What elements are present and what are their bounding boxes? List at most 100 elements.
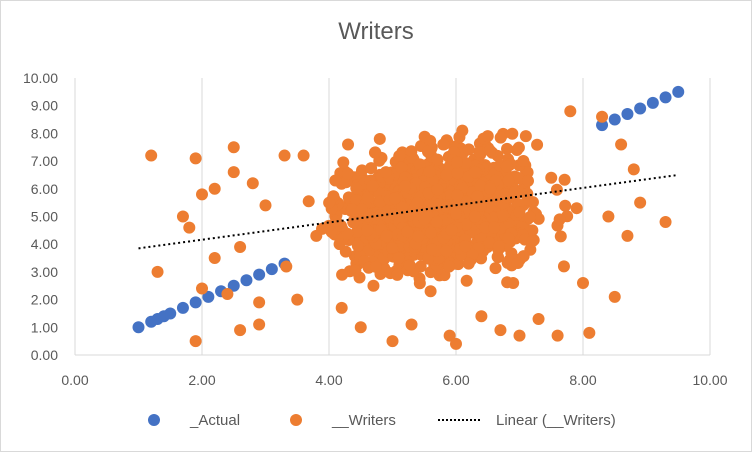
writers-point — [310, 229, 323, 242]
writers-point — [488, 221, 501, 234]
writers-point — [392, 252, 405, 265]
x-tick-label: 6.00 — [442, 372, 469, 388]
legend-label-actual: _Actual — [190, 411, 241, 429]
writers-point — [330, 214, 343, 227]
actual-point — [608, 113, 621, 126]
writers-point — [368, 146, 381, 159]
y-tick-label: 9.00 — [31, 98, 58, 114]
writers-point — [501, 256, 514, 269]
writers-point — [354, 321, 367, 334]
actual-point — [132, 321, 145, 334]
writers-point — [280, 260, 293, 273]
writers-point — [393, 149, 406, 162]
writers-point — [532, 312, 545, 325]
actual-point — [253, 268, 266, 281]
writers-point — [583, 326, 596, 339]
legend-label-linear: Linear (__Writers) — [496, 411, 616, 429]
writers-point — [176, 210, 189, 223]
writers-point — [373, 132, 386, 145]
writers-point — [399, 180, 412, 193]
writers-point — [460, 274, 473, 287]
writers-point — [349, 264, 362, 277]
writers-point — [451, 189, 464, 202]
actual-point — [189, 296, 202, 309]
writers-point — [558, 173, 571, 186]
trendline — [138, 173, 679, 250]
actual-point — [240, 274, 253, 287]
legend-line-linear — [438, 419, 480, 421]
writers-point — [521, 166, 534, 179]
writers-point — [401, 225, 414, 238]
writers-point — [183, 221, 196, 234]
y-tick-label: 0.00 — [31, 347, 58, 363]
writers-point — [388, 192, 401, 205]
writers-point — [554, 230, 567, 243]
writers-point — [437, 138, 450, 151]
writers-point — [502, 232, 515, 245]
writers-point — [564, 105, 577, 118]
writers-point — [253, 318, 266, 331]
writers-point — [145, 149, 158, 162]
actual-point — [672, 85, 685, 98]
writers-point — [337, 156, 350, 169]
actual-point — [227, 279, 240, 292]
legend-label-writers: __Writers — [332, 411, 396, 429]
actual-point — [596, 119, 609, 132]
writers-point — [426, 243, 439, 256]
writers-point — [418, 213, 431, 226]
writers-point — [521, 174, 534, 187]
x-tick-label: 10.00 — [692, 372, 727, 388]
legend: _Actual __Writers Linear (__Writers) — [0, 408, 752, 432]
writers-point — [351, 239, 364, 252]
actual-point — [659, 91, 672, 104]
writers-point — [403, 259, 416, 272]
writers-point — [450, 337, 462, 350]
writers-point — [350, 194, 363, 207]
writers-point — [484, 182, 497, 195]
writers-point — [494, 324, 507, 337]
writers-point — [506, 127, 519, 140]
writers-point — [396, 201, 409, 214]
writers-point — [227, 166, 240, 179]
x-tick-label: 8.00 — [569, 372, 596, 388]
writers-point — [424, 285, 437, 298]
writers-point — [323, 196, 336, 209]
writers-point — [297, 149, 310, 162]
writers-point — [234, 324, 247, 337]
writers-point — [459, 240, 472, 253]
actual-point — [176, 301, 189, 314]
writers-point — [413, 277, 426, 290]
legend-item-writers: __Writers — [290, 408, 396, 432]
writers-point — [413, 158, 426, 171]
writers-point — [431, 183, 444, 196]
writers-point — [456, 124, 469, 137]
writers-point — [459, 157, 472, 170]
y-tick-label: 4.00 — [31, 236, 58, 252]
writers-point — [517, 155, 530, 168]
writers-point — [502, 174, 515, 187]
writers-point — [440, 169, 453, 182]
writers-point — [196, 282, 208, 295]
writers-point — [422, 252, 435, 265]
writers-point — [291, 293, 304, 306]
writers-point — [333, 238, 346, 251]
writers-point — [421, 145, 434, 158]
y-tick-label: 6.00 — [31, 181, 58, 197]
writers-point — [462, 257, 475, 270]
writers-point — [445, 224, 458, 237]
writers-point — [424, 134, 437, 147]
writers-point — [474, 179, 487, 192]
writers-point — [302, 195, 315, 208]
actual-point — [202, 290, 215, 303]
chart-title: Writers — [338, 18, 414, 45]
writers-point — [501, 142, 514, 155]
writers-point — [336, 268, 349, 281]
writers-point — [227, 141, 240, 154]
writers-point — [443, 329, 456, 342]
writers-point — [523, 211, 536, 224]
writers-point — [553, 213, 566, 226]
writers-point — [508, 185, 521, 198]
writers-point — [386, 241, 399, 254]
writers-point — [411, 196, 424, 209]
